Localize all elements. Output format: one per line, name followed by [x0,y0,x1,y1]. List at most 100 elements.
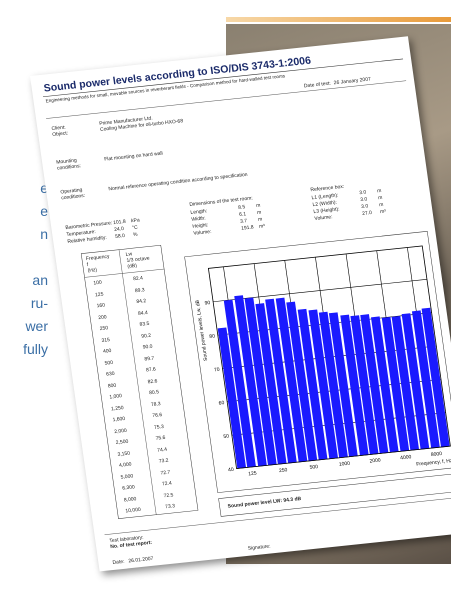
environment-cell: kPa [130,217,141,225]
side-word: ru- [30,295,48,311]
rule [42,58,404,98]
table-cell: 84.4 [137,309,149,317]
table-cell: 73.2 [158,457,169,465]
room-cell: 8.5 [237,204,246,211]
table-cell: 89.3 [134,286,145,294]
rule [104,496,451,535]
table-cell: 74.4 [156,446,168,454]
box-cell: 27.0 [361,210,373,217]
table-divider [84,268,165,278]
bar [411,310,440,449]
table-cell: 90.2 [140,332,152,340]
bar [350,315,379,455]
table-cell: 800 [107,382,117,390]
room-cell: 3.7 [239,218,248,225]
x-tick-label: 1000 [339,461,351,468]
document: 40 50 60 70 80 90 125 250 500 1000 2000 4000 8000 Sou… [30,36,451,572]
side-word: an [32,272,48,288]
bar [223,299,256,468]
table-cell: 84.2 [136,298,147,306]
footer-date-label: Date: [112,558,125,567]
bar [381,316,410,452]
y-axis-label: Sound power levels, Lw, dB [195,299,210,361]
bar [265,298,297,464]
side-text: e e n an ru-wer fully [0,180,48,364]
table-cell: 1,250 [110,404,124,412]
bar [217,327,247,469]
table-divider [118,249,157,515]
x-tick-label: 4000 [400,454,412,461]
room-cell: m³ [258,223,266,230]
room-cell: 6.1 [238,211,247,218]
environment-cell: 24.0 [113,226,125,234]
environment-cell: 58.0 [114,232,126,240]
environment-cell: % [132,231,138,239]
bar [328,312,358,457]
room-cell: m [256,209,262,216]
table-cell: 83.5 [139,320,150,328]
bar [244,297,277,466]
table-cell: 400 [102,348,112,355]
bar [421,307,450,448]
box-cell: 3.0 [359,196,368,204]
table-cell: 100 [93,279,103,287]
document-graphics: 40 50 60 70 80 90 125 250 500 1000 2000 4000 8000 Sou… [42,58,451,535]
box-cell: m³ [379,208,387,216]
side-word: fully [23,341,48,357]
table-header: (Hz) [87,267,98,275]
table-cell: 160 [96,302,106,310]
box-cell: m [378,201,384,209]
result-box [218,472,451,517]
environment-cell: °C [131,224,139,232]
plot-frame [207,245,451,469]
table-cell: 250 [99,325,109,333]
table-cell: 76.6 [152,412,163,420]
bar [297,308,328,460]
table-cell: 200 [97,313,107,321]
table-cell: 82.6 [147,377,158,385]
bar [234,295,267,467]
table-cell: 90.0 [142,343,153,351]
side-word: e [40,180,48,196]
x-tick-label: 500 [309,464,318,471]
bar [391,315,420,451]
table-header: (dB) [127,262,138,270]
table-cell: 72.7 [160,469,171,477]
bar [255,303,287,465]
box-cell: m [377,194,383,202]
table-cell: 73.3 [164,503,176,511]
y-tick-label: 80 [209,333,216,340]
table-cell: 80.5 [148,389,160,397]
x-tick-label: 250 [279,467,288,474]
y-tick-label: 50 [223,434,230,441]
box-cell: m [376,187,382,195]
chart-frame [184,231,451,493]
rule [46,80,407,119]
table-cell: 78.3 [150,400,161,408]
table-cell: 75.3 [153,423,165,431]
table-cell: 72.4 [161,480,173,488]
y-tick-label: 60 [218,400,225,407]
bar [318,311,348,458]
table-frame [80,244,199,519]
x-tick-label: 125 [248,470,257,477]
table-cell: 89.7 [144,355,155,363]
bar [286,301,318,461]
table-cell: 3,150 [117,450,131,458]
y-tick-label: 40 [228,467,235,474]
x-axis-label: Frequency, f, Hz [416,458,451,468]
bar [340,314,369,456]
table-cell: 82.4 [132,275,144,283]
table-cell: 75.6 [155,434,166,442]
bar [360,314,389,454]
table-cell: 500 [104,359,114,367]
x-tick-label: 8000 [431,451,443,458]
bar [308,309,338,459]
bar [370,316,399,453]
y-tick-label: 70 [214,367,221,374]
box-cell: 3.0 [358,189,367,197]
table-cell: 630 [105,370,116,378]
x-tick-label: 2000 [369,457,381,464]
accent-bar [226,17,451,22]
